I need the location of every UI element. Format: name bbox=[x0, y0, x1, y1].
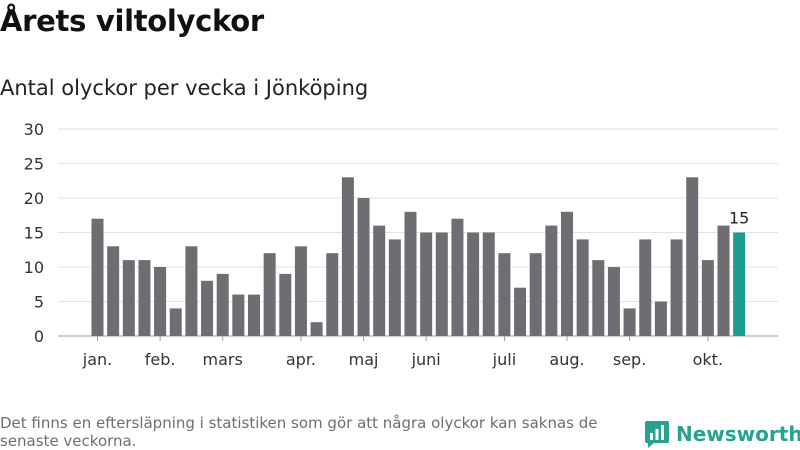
bar bbox=[357, 198, 370, 336]
bar bbox=[154, 267, 167, 336]
bar bbox=[701, 260, 714, 336]
x-tick-label: maj bbox=[349, 350, 379, 369]
bar bbox=[107, 246, 120, 336]
bar bbox=[451, 218, 464, 336]
bars bbox=[91, 177, 746, 336]
x-tick-label: sep. bbox=[613, 350, 646, 369]
y-tick-label: 15 bbox=[24, 224, 44, 243]
bar bbox=[373, 225, 386, 336]
bar bbox=[467, 232, 480, 336]
bar bbox=[435, 232, 448, 336]
bar bbox=[388, 239, 401, 336]
bar bbox=[420, 232, 433, 336]
bar bbox=[248, 294, 260, 336]
bar bbox=[482, 232, 495, 336]
y-tick-label: 20 bbox=[24, 189, 44, 208]
x-tick-label: jan. bbox=[82, 350, 112, 369]
bar bbox=[201, 280, 214, 336]
x-tick-label: mars bbox=[203, 350, 243, 369]
y-tick-label: 10 bbox=[24, 258, 44, 277]
bar bbox=[686, 177, 699, 336]
bar bbox=[122, 260, 135, 336]
x-tick-label: juni bbox=[411, 350, 441, 369]
bar bbox=[232, 294, 245, 336]
chart-subtitle: Antal olyckor per vecka i Jönköping bbox=[0, 76, 369, 100]
y-tick-label: 25 bbox=[24, 155, 44, 174]
bar bbox=[498, 253, 511, 336]
x-axis-ticks: jan. feb. mars apr. maj juni juli aug. sep. okt. bbox=[82, 336, 723, 369]
bar bbox=[341, 177, 354, 336]
gridlines bbox=[58, 128, 778, 337]
bar bbox=[185, 246, 198, 336]
x-tick-label: aug. bbox=[549, 350, 584, 369]
x-tick-label: okt. bbox=[693, 350, 723, 369]
bar bbox=[639, 239, 652, 336]
bar bbox=[670, 239, 683, 336]
bar bbox=[279, 273, 292, 336]
brand-name: Newsworthy bbox=[676, 422, 800, 446]
y-tick-label: 30 bbox=[24, 120, 44, 139]
bar bbox=[404, 211, 417, 336]
bar bbox=[717, 225, 730, 336]
chart-title: Årets viltolyckor bbox=[0, 4, 264, 38]
y-axis-ticks: 0 5 10 15 20 25 30 bbox=[24, 120, 44, 346]
bar bbox=[310, 322, 323, 336]
bar bbox=[138, 260, 151, 336]
bar bbox=[561, 211, 573, 336]
y-tick-label: 0 bbox=[34, 327, 44, 346]
bar-chart: 0 5 10 15 20 25 30 jan. feb. mars apr. maj juni juli… bbox=[24, 120, 778, 369]
bar bbox=[576, 239, 589, 336]
x-tick-label: juli bbox=[492, 350, 516, 369]
bar bbox=[514, 287, 527, 336]
bar bbox=[529, 253, 542, 336]
newsworthy-logo-icon bbox=[645, 421, 669, 448]
bar bbox=[654, 301, 667, 336]
bar bbox=[545, 225, 558, 336]
y-tick-label: 5 bbox=[34, 293, 44, 312]
footnote: Det finns en eftersläpning i statistiken… bbox=[0, 414, 598, 450]
newsworthy-logo[interactable]: Newsworthy bbox=[644, 419, 800, 449]
highlight-data-label: 15 bbox=[729, 209, 749, 228]
x-tick-label: feb. bbox=[145, 350, 176, 369]
x-tick-label: apr. bbox=[286, 350, 316, 369]
data-labels: 15 bbox=[729, 209, 749, 228]
bar bbox=[607, 267, 620, 336]
bar-highlighted bbox=[733, 232, 746, 336]
bar bbox=[592, 260, 605, 336]
bar bbox=[326, 253, 339, 336]
bar bbox=[623, 308, 636, 336]
bar bbox=[263, 253, 276, 336]
bar bbox=[216, 273, 229, 336]
bar bbox=[294, 246, 307, 336]
bar bbox=[169, 308, 182, 336]
bar bbox=[91, 218, 104, 336]
